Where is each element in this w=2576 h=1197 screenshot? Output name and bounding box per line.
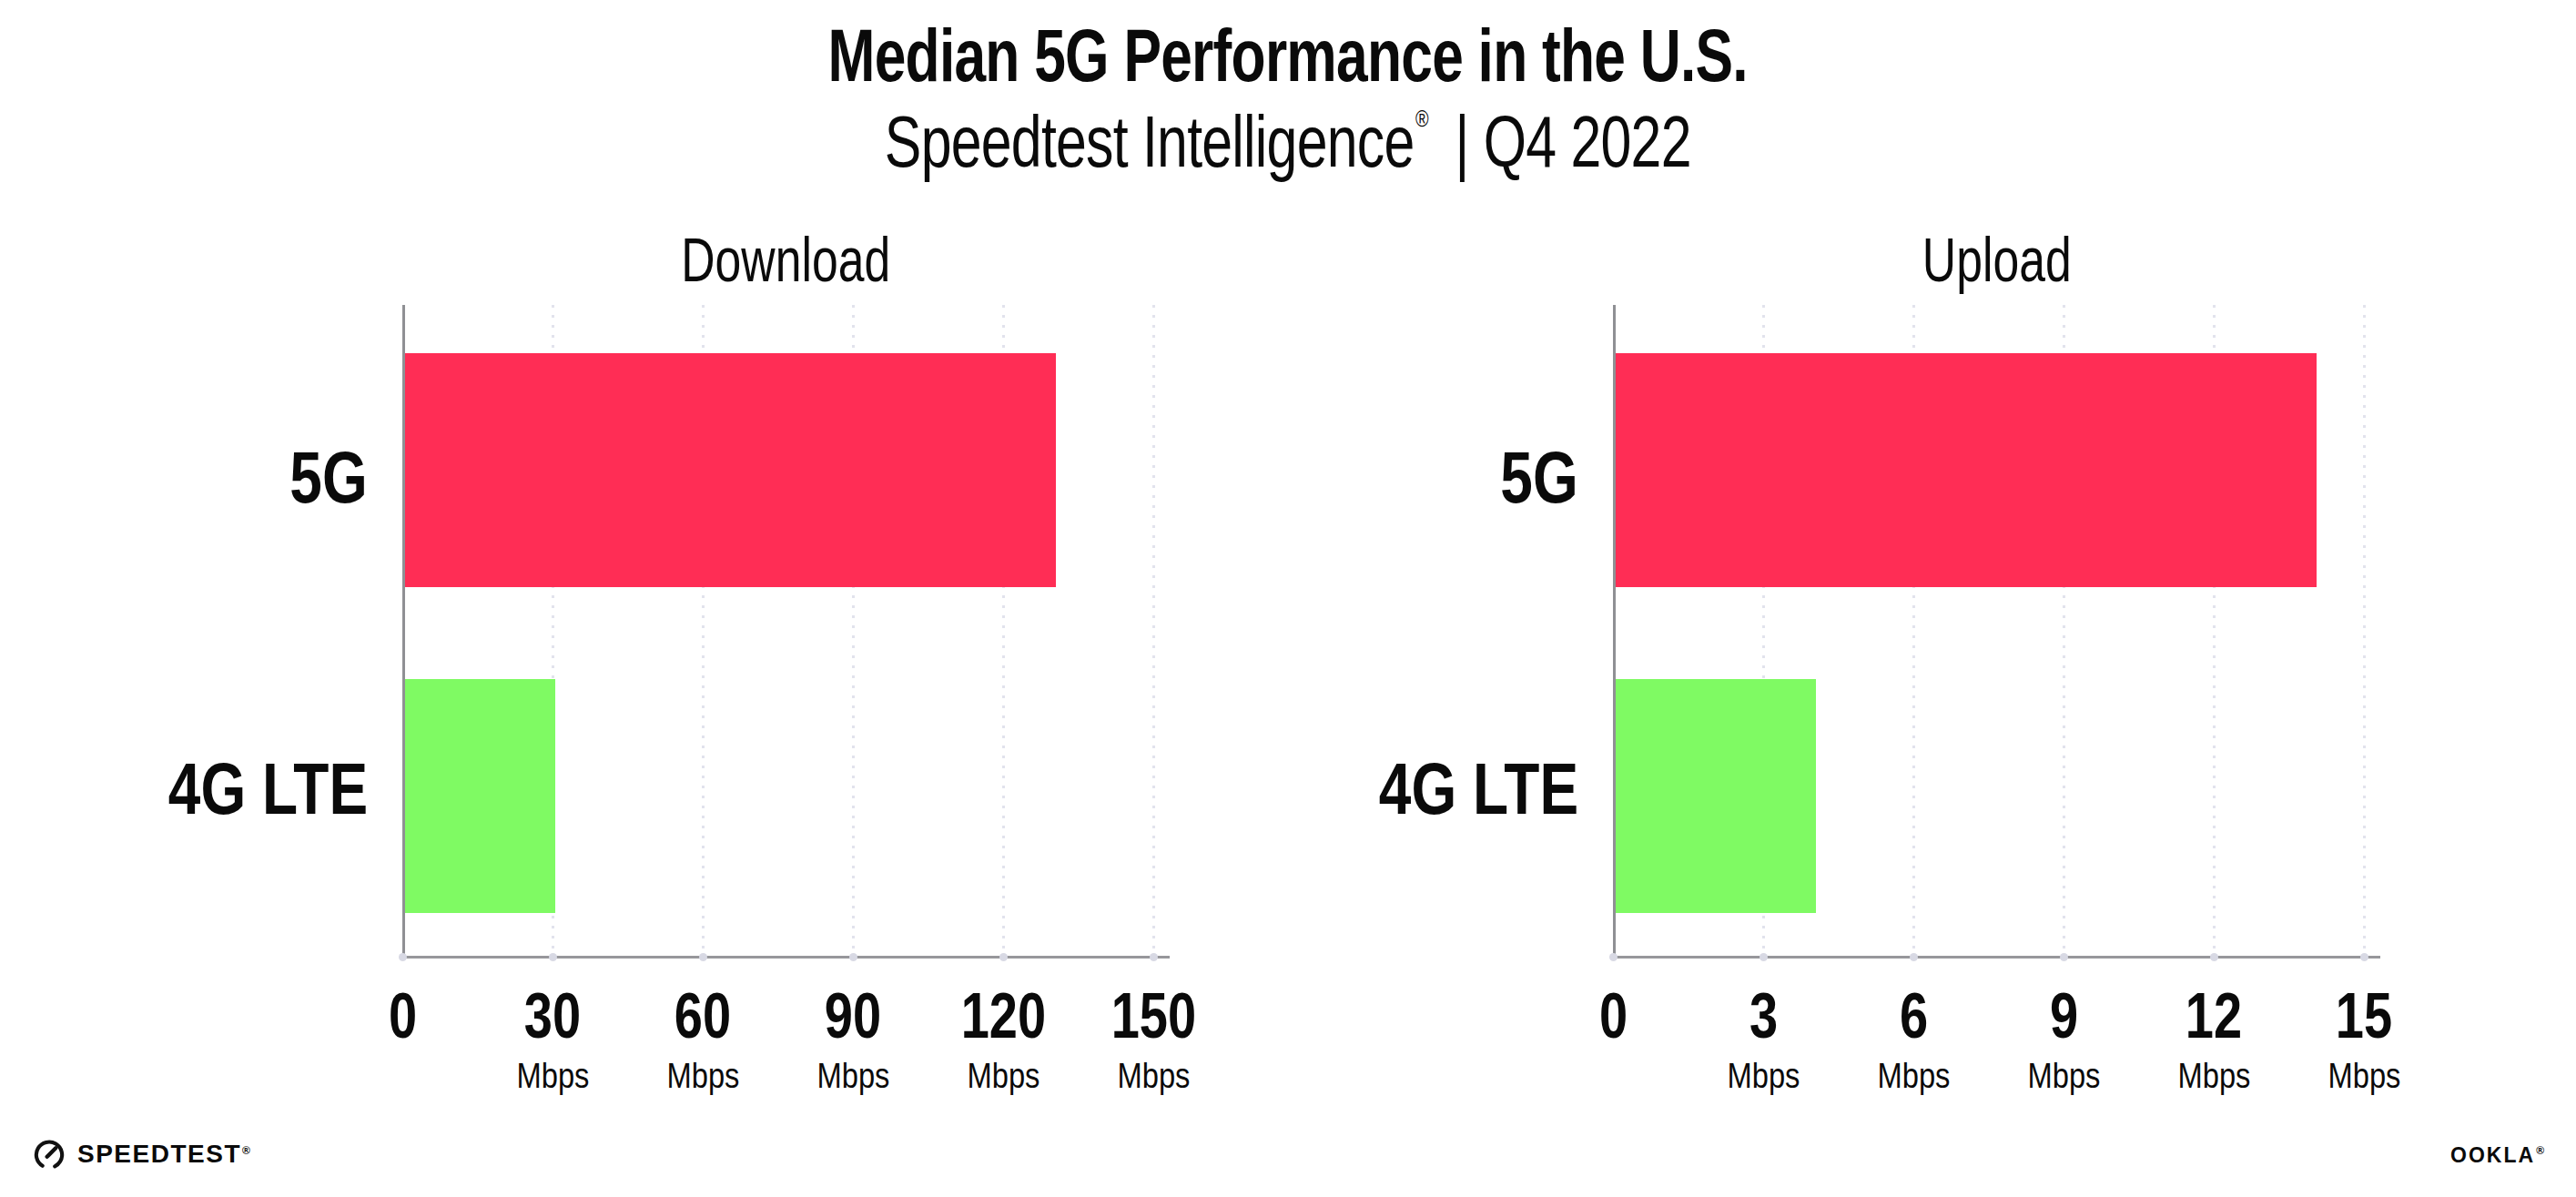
category-label-5g: 5G [1481, 441, 1578, 514]
axis-tick-dot-120 [999, 953, 1008, 961]
axis-tick-dot-9 [2060, 953, 2068, 961]
axis-tick-dot-3 [1760, 953, 1768, 961]
category-label-4g-lte-text: 4G LTE [1379, 753, 1578, 826]
registered-mark-icon: ® [1415, 105, 1428, 132]
axis-tick-dot-150 [1150, 953, 1158, 961]
download-plot-area: 030Mbps60Mbps90Mbps120Mbps150Mbps [402, 305, 1170, 959]
upload-chart-title-text: Upload [1922, 228, 2072, 290]
axis-tick-dot-6 [1910, 953, 1918, 961]
bar-5g-download [405, 353, 1056, 587]
category-label-5g-text: 5G [290, 441, 368, 514]
x-tick-value: 150 [1053, 984, 1253, 1048]
download-chart-title-text: Download [682, 228, 891, 290]
speedtest-wordmark: SPEEDTEST® [77, 1140, 250, 1169]
category-label-5g: 5G [270, 441, 368, 514]
subtitle-period: | Q4 2022 [1455, 101, 1691, 182]
axis-tick-dot-15 [2360, 953, 2368, 961]
y-axis-line [402, 305, 405, 959]
bar-4g-lte-upload [1616, 679, 1816, 913]
gridline-15-mbps [2363, 305, 2366, 956]
download-chart: Download 5G 4G LTE 030Mbps60Mbps90Mbps12… [402, 305, 1170, 959]
axis-tick-dot-12 [2210, 953, 2218, 961]
page-title: Median 5G Performance in the U.S. [0, 18, 2576, 93]
ookla-wordmark: OOKLA [2450, 1143, 2535, 1167]
axis-tick-dot-30 [549, 953, 557, 961]
axis-tick-dot-0 [1609, 953, 1618, 961]
x-tick-15: 15 Mbps [2264, 984, 2464, 1093]
chart-canvas: Median 5G Performance in the U.S. Speedt… [0, 0, 2576, 1197]
category-label-4g-lte: 4G LTE [1329, 753, 1578, 826]
ookla-logo: OOKLA® [2450, 1143, 2545, 1168]
download-chart-title: Download [402, 228, 1170, 290]
x-tick-150: 150 Mbps [1053, 984, 1253, 1093]
x-tick-unit: Mbps [2264, 1059, 2464, 1093]
axis-tick-dot-0 [399, 953, 407, 961]
y-axis-line [1613, 305, 1616, 959]
axis-tick-dot-90 [849, 953, 857, 961]
upload-chart-title: Upload [1613, 228, 2380, 290]
speedtest-logo: SPEEDTEST® [33, 1138, 250, 1171]
registered-mark-icon: ® [242, 1144, 251, 1157]
registered-mark-icon: ® [2536, 1144, 2546, 1157]
subtitle-brand: Speedtest Intelligence [885, 101, 1415, 182]
page-title-text: Median 5G Performance in the U.S. [828, 18, 1748, 93]
x-tick-unit: Mbps [1053, 1059, 1253, 1093]
x-axis-line [402, 956, 1170, 959]
bar-4g-lte-download [405, 679, 555, 913]
category-label-4g-lte: 4G LTE [118, 753, 368, 826]
x-axis-line [1613, 956, 2380, 959]
page-subtitle: Speedtest Intelligence® | Q4 2022 [0, 106, 2576, 178]
bar-5g-upload [1616, 353, 2317, 587]
upload-plot-area: 03Mbps6Mbps9Mbps12Mbps15Mbps [1613, 305, 2380, 959]
upload-chart: Upload 5G 4G LTE 03Mbps6Mbps9Mbps12Mbps1… [1613, 305, 2380, 959]
x-tick-value: 15 [2264, 984, 2464, 1048]
category-label-4g-lte-text: 4G LTE [168, 753, 368, 826]
speedtest-gauge-icon [33, 1138, 66, 1171]
axis-tick-dot-60 [699, 953, 707, 961]
gridline-150-mbps [1152, 305, 1155, 956]
category-label-5g-text: 5G [1501, 441, 1578, 514]
